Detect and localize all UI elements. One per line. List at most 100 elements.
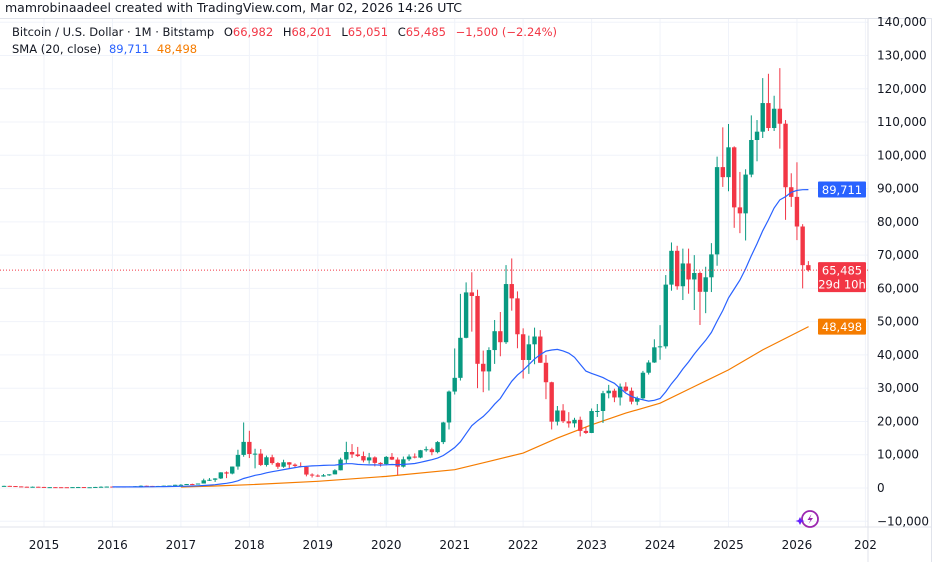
candle[interactable] — [754, 120, 760, 162]
candle[interactable] — [395, 457, 400, 476]
candle[interactable] — [680, 248, 686, 301]
tradingview-logo-icon[interactable] — [795, 510, 819, 528]
candle[interactable] — [435, 441, 440, 454]
candle[interactable] — [714, 156, 720, 266]
candle[interactable] — [304, 466, 309, 477]
candle[interactable] — [281, 459, 286, 468]
candle[interactable] — [526, 335, 532, 374]
candle[interactable] — [344, 441, 349, 464]
candle[interactable] — [224, 471, 229, 479]
candle[interactable] — [1, 485, 7, 487]
candle[interactable] — [674, 245, 680, 290]
candle[interactable] — [498, 312, 503, 357]
candle[interactable] — [720, 127, 725, 187]
candle[interactable] — [749, 115, 754, 178]
candle[interactable] — [583, 426, 589, 434]
candle[interactable] — [378, 462, 383, 467]
candle[interactable] — [538, 330, 543, 363]
candle[interactable] — [446, 390, 452, 430]
candle[interactable] — [384, 456, 389, 466]
candle[interactable] — [458, 293, 463, 381]
candle[interactable] — [275, 462, 281, 469]
candle[interactable] — [777, 68, 783, 149]
candle[interactable] — [18, 486, 24, 488]
candle[interactable] — [195, 483, 201, 485]
candle[interactable] — [509, 258, 514, 311]
candle[interactable] — [13, 486, 18, 488]
candle[interactable] — [555, 405, 560, 426]
candle[interactable] — [70, 487, 75, 489]
candle[interactable] — [800, 224, 805, 289]
candle[interactable] — [606, 384, 611, 399]
candle[interactable] — [686, 248, 691, 294]
candle[interactable] — [732, 146, 737, 228]
candle[interactable] — [452, 348, 457, 395]
candle[interactable] — [355, 446, 360, 458]
candle[interactable] — [697, 271, 703, 325]
candle[interactable] — [264, 455, 269, 467]
candle[interactable] — [572, 417, 577, 428]
candle[interactable] — [486, 347, 492, 391]
candle[interactable] — [212, 478, 218, 482]
candle[interactable] — [172, 484, 178, 486]
candle[interactable] — [475, 289, 480, 389]
candle[interactable] — [652, 339, 657, 363]
candle[interactable] — [657, 325, 663, 360]
candle[interactable] — [412, 453, 417, 459]
candle[interactable] — [201, 478, 206, 484]
candle[interactable] — [30, 486, 35, 488]
candle[interactable] — [669, 242, 674, 291]
candle[interactable] — [640, 370, 646, 400]
candle[interactable] — [515, 291, 520, 349]
candle[interactable] — [230, 466, 235, 475]
candle[interactable] — [361, 451, 366, 463]
candle[interactable] — [429, 447, 435, 456]
candle[interactable] — [595, 403, 600, 417]
candle[interactable] — [806, 261, 811, 272]
candle[interactable] — [349, 444, 355, 458]
candle[interactable] — [737, 171, 743, 234]
candle[interactable] — [321, 474, 326, 477]
candle[interactable] — [463, 282, 469, 339]
candle[interactable] — [76, 486, 81, 489]
candle[interactable] — [87, 487, 92, 489]
symbol-title[interactable]: Bitcoin / U.S. Dollar · 1M · Bitstamp — [12, 25, 215, 39]
candle[interactable] — [709, 243, 714, 293]
candle[interactable] — [612, 388, 617, 403]
candle[interactable] — [783, 120, 788, 220]
candle[interactable] — [98, 486, 104, 488]
candle[interactable] — [241, 422, 246, 457]
candle[interactable] — [481, 350, 486, 393]
candle[interactable] — [178, 484, 184, 486]
candle[interactable] — [235, 449, 241, 470]
candle[interactable] — [104, 486, 109, 488]
candle[interactable] — [332, 469, 338, 475]
candle[interactable] — [24, 486, 30, 488]
candle[interactable] — [269, 454, 275, 465]
candle[interactable] — [549, 381, 554, 430]
candle[interactable] — [589, 408, 594, 434]
candle[interactable] — [53, 487, 58, 489]
candle[interactable] — [366, 452, 372, 464]
candle[interactable] — [789, 173, 794, 207]
candle[interactable] — [794, 162, 800, 241]
legend-indicator-row[interactable]: SMA (20, close) 89,711 48,498 — [12, 41, 557, 58]
candle[interactable] — [110, 486, 115, 488]
candle[interactable] — [64, 487, 70, 489]
candle[interactable] — [760, 78, 765, 138]
candle[interactable] — [7, 485, 12, 487]
candle[interactable] — [703, 266, 708, 314]
candle[interactable] — [503, 265, 509, 344]
candle[interactable] — [646, 360, 651, 375]
candle[interactable] — [190, 483, 195, 486]
candle[interactable] — [600, 390, 606, 423]
candle[interactable] — [577, 416, 583, 437]
candle[interactable] — [207, 478, 212, 482]
candle[interactable] — [41, 486, 47, 488]
candle[interactable] — [247, 430, 252, 459]
candle[interactable] — [726, 124, 731, 192]
candle[interactable] — [743, 169, 748, 241]
candle[interactable] — [543, 354, 549, 400]
candle[interactable] — [93, 486, 98, 488]
